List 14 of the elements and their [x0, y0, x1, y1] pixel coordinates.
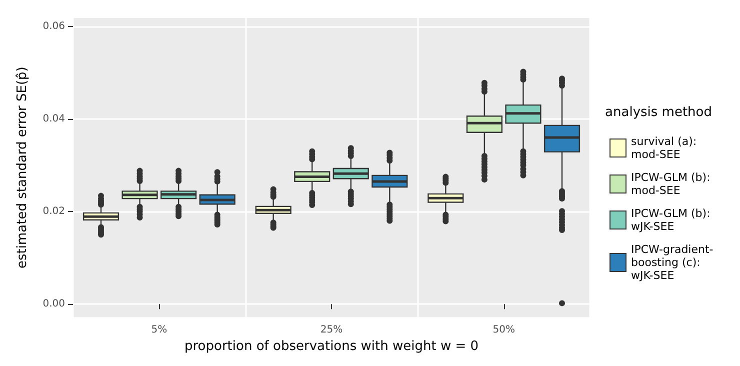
x-tick-label: 25%	[320, 324, 343, 336]
y-tick-label: 0.06	[42, 20, 65, 32]
x-tick-label: 50%	[492, 324, 515, 336]
y-tick-label: 0.04	[42, 113, 65, 124]
legend-label: IPCW-GLM (b): mod-SEE	[631, 171, 714, 197]
y-axis-title: estimated standard error SE(p̂)	[15, 66, 30, 268]
legend-label: survival (a): mod-SEE	[631, 135, 700, 161]
y-tick-label: 0.00	[42, 298, 65, 310]
x-tick-label: 5%	[151, 324, 168, 336]
legend-label: IPCW-GLM (b): wJK-SEE	[631, 207, 714, 233]
y-tick-label: 0.02	[42, 206, 65, 218]
legend-title: analysis method	[605, 105, 712, 120]
legend-label: IPCW-gradient-boosting (c): wJK-SEE	[631, 243, 714, 282]
x-axis-title: proportion of observations with weight w = 0	[184, 339, 479, 354]
